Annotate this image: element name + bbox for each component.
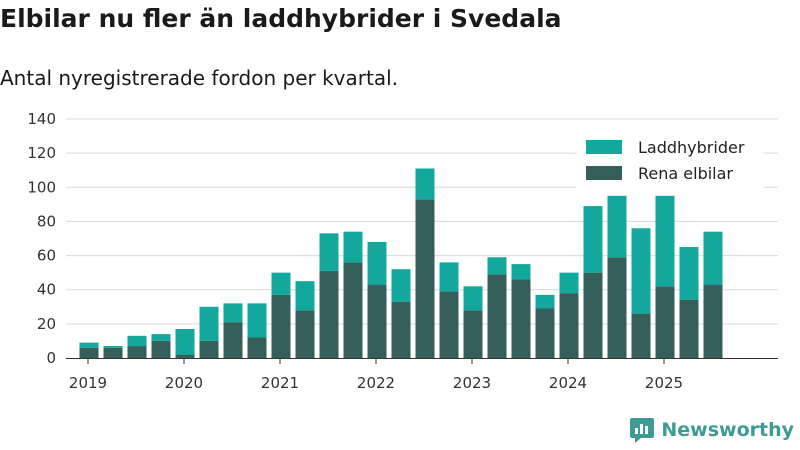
- bar-laddhybrider: [703, 231, 723, 285]
- legend-swatch: [586, 166, 622, 180]
- bar-rena-elbilar: [247, 337, 267, 358]
- x-tick-label: 2019: [69, 374, 107, 392]
- bars: [79, 168, 723, 358]
- x-tick-label: 2022: [357, 374, 395, 392]
- bar-laddhybrider: [127, 335, 147, 347]
- brand-name: Newsworthy: [661, 419, 794, 441]
- bar-laddhybrider: [511, 264, 531, 280]
- bar-laddhybrider: [655, 195, 675, 287]
- bar-rena-elbilar: [367, 284, 387, 358]
- legend: Laddhybrider Rena elbilar: [576, 134, 764, 194]
- legend-swatch: [586, 140, 622, 154]
- bar-laddhybrider: [415, 168, 435, 200]
- bar-rena-elbilar: [103, 347, 123, 358]
- bar-laddhybrider: [679, 247, 699, 300]
- x-tick-label: 2025: [645, 374, 683, 392]
- bar-rena-elbilar: [151, 340, 171, 358]
- bar-rena-elbilar: [487, 274, 507, 358]
- y-tick-label: 80: [37, 212, 56, 230]
- y-tick-label: 20: [37, 315, 56, 333]
- bar-rena-elbilar: [127, 346, 147, 358]
- bar-rena-elbilar: [679, 299, 699, 358]
- bar-laddhybrider: [103, 346, 123, 348]
- x-tick-label: 2024: [549, 374, 587, 392]
- y-tick-label: 140: [27, 110, 56, 128]
- bar-laddhybrider: [247, 303, 267, 338]
- bar-laddhybrider: [271, 272, 291, 295]
- bar-rena-elbilar: [439, 291, 459, 358]
- bar-laddhybrider: [79, 342, 99, 348]
- bar-rena-elbilar: [175, 354, 195, 358]
- bar-rena-elbilar: [415, 199, 435, 358]
- bar-rena-elbilar: [391, 301, 411, 358]
- x-tick-label: 2023: [453, 374, 491, 392]
- bar-laddhybrider: [487, 257, 507, 275]
- bar-rena-elbilar: [271, 294, 291, 358]
- bar-laddhybrider: [175, 328, 195, 355]
- y-tick-label: 0: [46, 349, 56, 367]
- bar-rena-elbilar: [703, 284, 723, 358]
- y-tick-label: 60: [37, 247, 56, 265]
- bar-rena-elbilar: [655, 286, 675, 358]
- bar-laddhybrider: [607, 195, 627, 258]
- bar-laddhybrider: [343, 231, 363, 263]
- bar-laddhybrider: [199, 306, 219, 341]
- y-tick-label: 40: [37, 281, 56, 299]
- bar-rena-elbilar: [559, 293, 579, 358]
- bar-rena-elbilar: [607, 257, 627, 358]
- brand-logo: Newsworthy: [629, 416, 794, 444]
- bar-laddhybrider: [223, 303, 243, 323]
- legend-label: Rena elbilar: [638, 164, 733, 183]
- x-tick-label: 2021: [261, 374, 299, 392]
- y-tick-label: 100: [27, 178, 56, 196]
- bar-laddhybrider: [295, 281, 315, 311]
- bar-laddhybrider: [535, 294, 555, 309]
- newsworthy-logo-icon: [630, 418, 655, 443]
- bar-laddhybrider: [319, 233, 339, 271]
- bar-laddhybrider: [583, 206, 603, 273]
- bar-laddhybrider: [151, 334, 171, 341]
- bar-rena-elbilar: [511, 279, 531, 358]
- x-axis: 2019 2020 2021 2022 2023 2024 2025: [66, 358, 778, 392]
- x-tick-label: 2020: [165, 374, 203, 392]
- bar-laddhybrider: [631, 228, 651, 314]
- bar-rena-elbilar: [463, 310, 483, 358]
- y-tick-label: 120: [27, 144, 56, 162]
- bar-laddhybrider: [367, 241, 387, 285]
- bar-rena-elbilar: [343, 262, 363, 358]
- legend-label: Laddhybrider: [638, 138, 745, 157]
- bar-rena-elbilar: [79, 347, 99, 358]
- bar-rena-elbilar: [199, 340, 219, 358]
- bar-rena-elbilar: [535, 308, 555, 358]
- bar-rena-elbilar: [583, 272, 603, 358]
- chart-subtitle: Antal nyregistrerade fordon per kvartal.: [0, 66, 399, 90]
- bar-laddhybrider: [559, 272, 579, 294]
- bar-laddhybrider: [463, 286, 483, 311]
- y-axis-ticks: 0 20 40 60 80 100 120 140: [27, 110, 56, 367]
- bar-rena-elbilar: [319, 270, 339, 358]
- bar-rena-elbilar: [295, 310, 315, 358]
- bar-laddhybrider: [439, 262, 459, 292]
- bar-laddhybrider: [391, 269, 411, 302]
- bar-rena-elbilar: [223, 322, 243, 358]
- chart-title: Elbilar nu fler än laddhybrider i Svedal…: [0, 4, 562, 33]
- bar-rena-elbilar: [631, 313, 651, 358]
